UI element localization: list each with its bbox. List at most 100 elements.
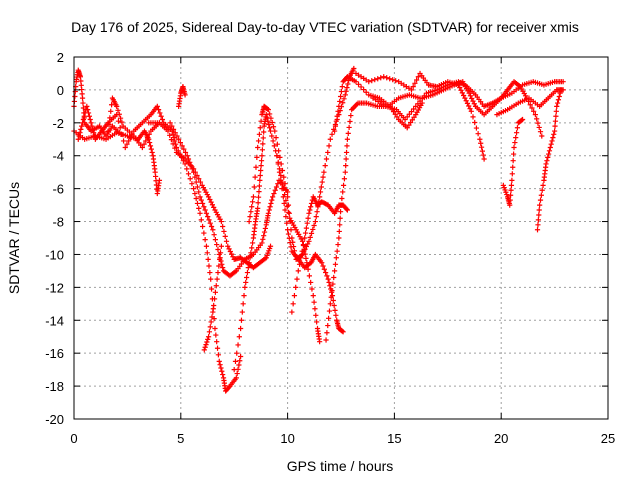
data-point (333, 255, 339, 261)
data-point (191, 169, 197, 175)
data-point (312, 306, 318, 312)
data-point (187, 176, 193, 182)
data-point (509, 177, 515, 184)
data-point (169, 123, 175, 129)
data-point (337, 209, 344, 215)
data-point (245, 265, 251, 271)
data-point (390, 77, 396, 83)
data-point (212, 237, 219, 243)
data-point (149, 149, 155, 156)
data-point (411, 114, 417, 120)
data-point (204, 339, 210, 345)
data-point (311, 299, 317, 305)
data-point (177, 139, 183, 146)
data-point (556, 93, 562, 100)
data-point (387, 76, 393, 82)
data-point (259, 147, 265, 153)
data-point (408, 87, 415, 93)
data-point (326, 308, 333, 314)
data-point (463, 98, 469, 104)
y-tick-label: -6 (52, 182, 64, 197)
data-point (258, 158, 265, 164)
data-point (279, 186, 285, 192)
data-point (337, 93, 344, 100)
data-point (310, 292, 316, 299)
data-point (79, 120, 86, 126)
data-point (240, 301, 246, 307)
data-point (514, 125, 521, 131)
data-point (537, 129, 544, 135)
data-point (509, 171, 515, 177)
data-point (325, 276, 331, 282)
data-point (343, 88, 349, 94)
data-point (272, 187, 278, 193)
data-point (184, 166, 190, 172)
data-point (511, 144, 517, 151)
data-point (519, 116, 526, 123)
data-point (300, 241, 307, 248)
data-point (288, 244, 294, 250)
data-point (167, 132, 173, 138)
data-point (290, 301, 296, 307)
data-point (343, 149, 350, 156)
data-point (252, 174, 258, 180)
data-point (124, 141, 130, 147)
data-point (519, 117, 525, 123)
data-point (478, 144, 485, 150)
series-track-11 (246, 65, 357, 262)
data-point (206, 217, 212, 223)
data-point (205, 214, 211, 220)
y-tick-label: -4 (52, 149, 64, 164)
x-tick-label: 25 (601, 431, 615, 446)
x-tick-label: 0 (70, 431, 77, 446)
data-point (76, 133, 82, 139)
data-point (174, 133, 180, 139)
data-point (539, 187, 545, 193)
data-point (289, 309, 295, 315)
data-point (87, 116, 93, 123)
data-point (80, 116, 86, 123)
data-point (532, 111, 538, 118)
y-tick-label: -14 (45, 313, 64, 328)
data-point (536, 207, 542, 213)
data-point (512, 139, 518, 146)
data-point (191, 186, 197, 192)
data-point (295, 268, 301, 274)
data-point (538, 192, 544, 198)
data-point (529, 105, 535, 111)
data-point (537, 197, 544, 203)
data-point (265, 107, 271, 113)
data-point (139, 144, 145, 151)
data-point (313, 312, 319, 318)
data-point (308, 230, 315, 236)
data-point (159, 116, 166, 123)
data-point (464, 100, 471, 107)
data-point (220, 371, 226, 378)
series-track-18 (419, 79, 545, 139)
data-point (223, 238, 230, 244)
data-point (189, 166, 195, 172)
data-point (406, 111, 412, 117)
y-tick-label: -18 (45, 379, 64, 394)
data-point (411, 106, 417, 112)
data-point (227, 248, 233, 255)
data-point (546, 148, 553, 154)
data-point (269, 119, 275, 126)
data-point (208, 223, 215, 230)
data-point (273, 184, 280, 190)
data-point (308, 204, 314, 210)
data-point (310, 226, 316, 233)
data-point (108, 108, 114, 114)
data-point (537, 202, 543, 208)
data-point (457, 85, 463, 91)
data-point (179, 154, 185, 160)
x-tick-label: 20 (494, 431, 508, 446)
data-point (536, 124, 542, 131)
data-point (413, 103, 419, 109)
data-point (317, 339, 323, 345)
data-point (329, 131, 335, 137)
data-point (188, 163, 194, 169)
data-point (117, 115, 124, 121)
data-point (173, 141, 179, 147)
data-point (170, 131, 176, 137)
